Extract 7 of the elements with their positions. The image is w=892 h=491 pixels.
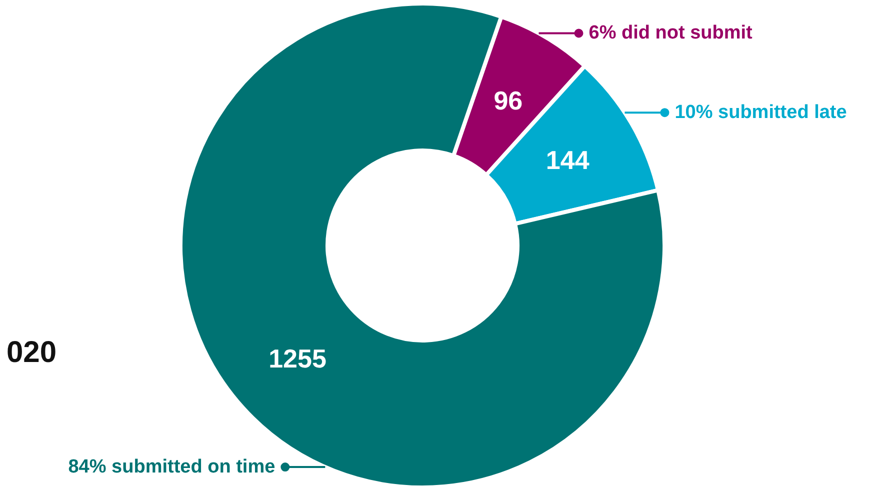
data-label: 1255 [268, 343, 326, 374]
slice-label: 84% submitted on time [68, 456, 276, 478]
text: 020 [6, 336, 57, 369]
legend-label: 10% submitted late [674, 102, 847, 124]
legend-label: 6% did not submit [588, 22, 754, 44]
data-label: 96 [494, 85, 523, 116]
data-label: 144 [546, 144, 590, 175]
